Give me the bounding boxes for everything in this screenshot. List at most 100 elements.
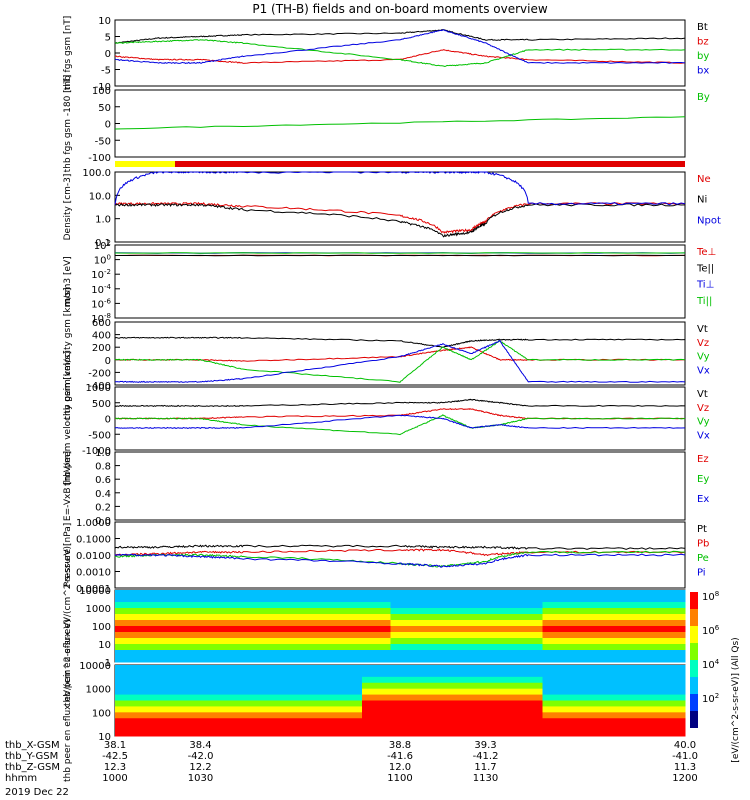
heatmap-cell xyxy=(561,712,572,719)
heatmap-cell xyxy=(143,596,154,603)
heatmap-cell xyxy=(533,614,543,621)
heatmap-cell xyxy=(599,638,610,645)
heatmap-cell xyxy=(476,670,486,678)
heatmap-cell xyxy=(637,590,648,597)
heatmap-cell xyxy=(533,620,543,627)
heatmap-cell xyxy=(580,614,591,621)
heatmap-cell xyxy=(381,650,391,657)
heatmap-cell xyxy=(134,626,144,633)
heatmap-cell xyxy=(191,706,201,713)
heatmap-cell xyxy=(390,724,401,731)
legend-Ti⊥: Ti⊥ xyxy=(696,280,714,291)
heatmap-cell xyxy=(571,644,581,651)
heatmap-cell xyxy=(552,676,562,684)
heatmap-cell xyxy=(476,712,486,719)
heatmap-cell xyxy=(447,730,458,737)
y-axis-label: thb peir en eflux eV/(cm^2-s-sr-eV) xyxy=(63,546,73,706)
heatmap-cell xyxy=(333,694,344,701)
heatmap-cell xyxy=(637,626,648,633)
heatmap-cell xyxy=(153,608,163,615)
heatmap-cell xyxy=(542,718,553,725)
heatmap-cell xyxy=(219,724,230,731)
heatmap-cell xyxy=(305,706,315,713)
heatmap-cell xyxy=(115,706,125,713)
heatmap-cell xyxy=(447,620,458,627)
heatmap-cell xyxy=(447,700,458,707)
heatmap-cell xyxy=(571,614,581,621)
heatmap-cell xyxy=(153,670,163,678)
heatmap-cell xyxy=(172,638,182,645)
heatmap-cell xyxy=(143,620,154,627)
heatmap-cell xyxy=(172,632,182,639)
heatmap-cell xyxy=(533,608,543,615)
heatmap-cell xyxy=(219,694,230,701)
heatmap-cell xyxy=(352,590,363,597)
heatmap-cell xyxy=(324,650,334,657)
heatmap-cell xyxy=(324,676,334,684)
heatmap-cell xyxy=(533,665,543,672)
legend-Vt: Vt xyxy=(697,324,708,335)
heatmap-cell xyxy=(409,712,420,719)
heatmap-cell xyxy=(143,614,154,621)
heatmap-cell xyxy=(229,688,239,696)
heatmap-cell xyxy=(219,706,230,713)
heatmap-cell xyxy=(286,638,296,645)
heatmap-cell xyxy=(314,724,325,731)
heatmap-cell xyxy=(191,614,201,621)
y-tick-label: 0.1000 xyxy=(76,535,111,546)
heatmap-cell xyxy=(362,688,372,696)
heatmap-cell xyxy=(210,730,220,737)
heatmap-cell xyxy=(628,644,638,651)
heatmap-cell xyxy=(514,676,524,684)
heatmap-cell xyxy=(618,665,629,672)
heatmap-cell xyxy=(371,718,382,725)
heatmap-cell xyxy=(618,700,629,707)
heatmap-cell xyxy=(409,614,420,621)
legend-Vx: Vx xyxy=(697,365,710,376)
heatmap-cell xyxy=(580,590,591,597)
heatmap-cell xyxy=(428,718,439,725)
heatmap-cell xyxy=(191,620,201,627)
heatmap-cell xyxy=(134,632,144,639)
y-tick-label: 1.0000 xyxy=(76,518,111,529)
heatmap-cell xyxy=(257,632,268,639)
heatmap-cell xyxy=(561,626,572,633)
heatmap-cell xyxy=(143,638,154,645)
heatmap-cell xyxy=(153,626,163,633)
heatmap-cell xyxy=(191,670,201,678)
heatmap-cell xyxy=(257,676,268,684)
heatmap-cell xyxy=(286,706,296,713)
heatmap-cell xyxy=(143,676,154,684)
heatmap-cell xyxy=(257,644,268,651)
heatmap-cell xyxy=(352,638,363,645)
heatmap-cell xyxy=(181,638,192,645)
heatmap-cell xyxy=(276,694,287,701)
y-axis-label: thb fgs gsm [nT] xyxy=(63,16,73,91)
heatmap-cell xyxy=(495,700,505,707)
heatmap-cell xyxy=(276,656,287,663)
heatmap-cell xyxy=(476,632,486,639)
heatmap-cell xyxy=(238,682,249,690)
heatmap-cell xyxy=(390,632,401,639)
heatmap-cell xyxy=(675,676,686,684)
time-axis-value: 1030 xyxy=(188,773,213,784)
heatmap-cell xyxy=(219,676,230,684)
heatmap-cell xyxy=(162,712,173,719)
heatmap-cell xyxy=(656,644,667,651)
heatmap-cell xyxy=(229,676,239,684)
heatmap-cell xyxy=(542,602,553,609)
heatmap-cell xyxy=(533,602,543,609)
heatmap-cell xyxy=(561,614,572,621)
heatmap-cell xyxy=(400,638,410,645)
heatmap-cell xyxy=(276,670,287,678)
heatmap-cell xyxy=(267,614,277,621)
heatmap-cell xyxy=(172,712,182,719)
heatmap-cell xyxy=(666,620,676,627)
heatmap-cell xyxy=(191,632,201,639)
heatmap-cell xyxy=(371,620,382,627)
heatmap-cell xyxy=(172,706,182,713)
heatmap-cell xyxy=(409,694,420,701)
heatmap-cell xyxy=(191,656,201,663)
heatmap-cell xyxy=(333,730,344,737)
heatmap-cell xyxy=(238,718,249,725)
